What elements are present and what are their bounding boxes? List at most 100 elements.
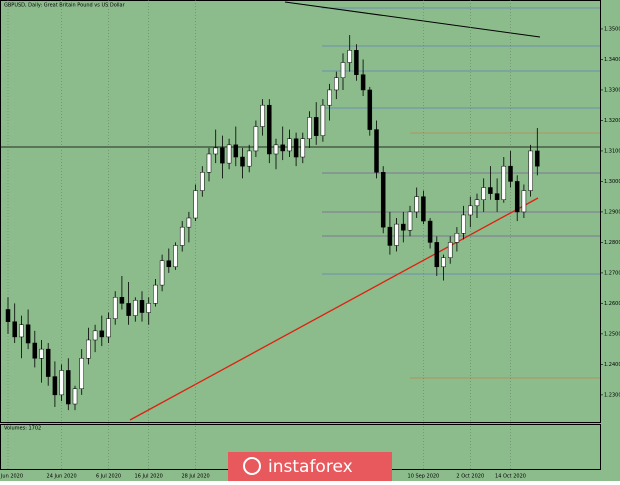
candle-body <box>39 348 44 359</box>
candle <box>200 166 205 197</box>
candle-body <box>287 138 292 152</box>
candle <box>387 211 393 255</box>
candle <box>86 327 91 365</box>
candle-body <box>153 284 158 304</box>
candle <box>66 358 71 411</box>
candle-body <box>193 190 198 219</box>
x-tick-label: 16 Jul 2020 <box>135 474 163 480</box>
candle-body <box>106 318 111 338</box>
candle-body <box>66 370 71 405</box>
x-tick-label: 2 Oct 2020 <box>456 474 484 480</box>
candle-body <box>380 172 386 228</box>
candle-body <box>200 172 205 191</box>
candle <box>347 35 352 72</box>
candle-body <box>307 117 312 139</box>
y-tick-label: 1.2600 <box>604 301 620 307</box>
candle-body <box>447 242 453 258</box>
candle-body <box>173 245 178 268</box>
candle <box>59 364 64 401</box>
candle-body <box>166 260 172 268</box>
candle <box>112 291 118 325</box>
candle <box>481 178 486 212</box>
x-tick-label: 28 Jul 2020 <box>181 474 209 480</box>
candle <box>25 309 31 350</box>
candle-body <box>454 233 460 243</box>
candle <box>508 150 513 188</box>
candle-body <box>79 358 84 390</box>
candle-body <box>501 165 507 200</box>
candle <box>380 166 386 234</box>
candle-body <box>313 117 319 136</box>
candle-body <box>133 300 138 316</box>
candle <box>39 339 44 383</box>
y-tick-label: 1.3200 <box>604 118 620 124</box>
candle-body <box>126 303 131 316</box>
candle-body <box>474 199 480 207</box>
candle-body <box>119 297 125 304</box>
candle-body <box>421 196 426 222</box>
candle <box>220 135 225 179</box>
candle <box>374 120 379 179</box>
candle-body <box>280 144 285 152</box>
candle-body <box>86 339 91 359</box>
candle-body <box>300 138 306 158</box>
candle <box>528 144 533 197</box>
candle <box>535 128 540 176</box>
candle <box>19 315 24 359</box>
candle-body <box>226 144 232 164</box>
candle-body <box>514 181 520 213</box>
candle-body <box>139 300 145 313</box>
candle-body <box>52 376 58 396</box>
candle-body <box>260 104 265 127</box>
candle <box>334 71 339 100</box>
candle-body <box>334 77 339 91</box>
candle <box>280 126 285 161</box>
candle-body <box>407 211 413 231</box>
candle-body <box>267 104 272 155</box>
candle <box>186 211 192 243</box>
candle-body <box>481 187 486 200</box>
candle <box>173 242 178 270</box>
candle <box>12 303 17 344</box>
candle-body <box>273 144 279 155</box>
candle-body <box>320 104 326 136</box>
candle <box>414 187 419 219</box>
watermark-box <box>228 452 392 481</box>
candle <box>521 184 527 219</box>
candle <box>447 236 453 264</box>
candle-body <box>367 89 373 130</box>
candle-body <box>72 388 78 405</box>
candle <box>45 343 51 386</box>
candle-body <box>441 257 446 268</box>
candle <box>474 193 480 219</box>
trend-line <box>129 197 539 421</box>
candle-body <box>179 226 185 246</box>
candle-body <box>25 324 31 344</box>
candle <box>320 99 326 142</box>
candle <box>32 330 38 368</box>
candle <box>260 99 265 136</box>
candle-body <box>19 324 24 338</box>
volume-label: Volumes: 1702 <box>4 426 41 432</box>
candle <box>126 282 131 325</box>
candle <box>72 385 78 411</box>
candle-body <box>401 223 406 231</box>
candle <box>179 221 185 252</box>
candle <box>434 236 440 276</box>
candle-body <box>494 193 500 200</box>
candle-body <box>213 147 218 155</box>
candle <box>307 111 312 148</box>
watermark-icon <box>243 457 261 475</box>
candle <box>421 190 426 225</box>
candle-body <box>233 144 239 158</box>
y-tick-label: 1.2500 <box>604 331 620 337</box>
candle <box>213 129 218 164</box>
candle <box>146 297 151 325</box>
candle <box>5 297 11 334</box>
candle-body <box>508 165 513 182</box>
candle-body <box>387 226 393 246</box>
candle <box>92 324 98 353</box>
candle <box>514 175 520 222</box>
candle <box>401 211 406 243</box>
